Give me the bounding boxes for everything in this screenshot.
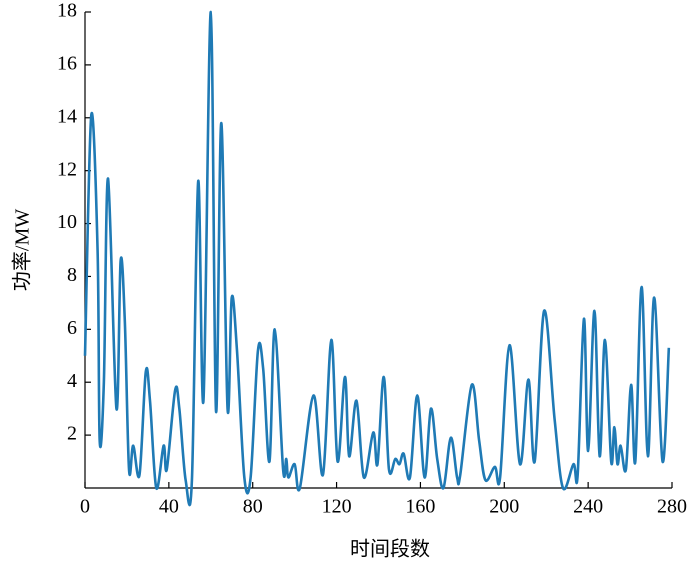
x-tick-label: 160 bbox=[405, 496, 435, 518]
y-tick-label: 14 bbox=[57, 105, 77, 127]
x-tick-label: 200 bbox=[489, 496, 519, 518]
y-tick-label: 16 bbox=[57, 52, 77, 74]
x-tick-label: 280 bbox=[657, 496, 687, 518]
y-tick-label: 6 bbox=[67, 317, 77, 339]
y-tick-label: 18 bbox=[57, 0, 77, 22]
x-tick-label: 120 bbox=[322, 496, 352, 518]
y-tick-label: 4 bbox=[67, 370, 77, 392]
y-tick-label: 10 bbox=[57, 211, 77, 233]
line bbox=[83, 10, 671, 507]
x-tick-label: 240 bbox=[573, 496, 603, 518]
y-tick-label: 8 bbox=[67, 264, 77, 286]
x-axis-label: 时间段数 bbox=[350, 538, 430, 561]
x-tick-label: 80 bbox=[243, 496, 263, 518]
y-axis-label: 功率/MW bbox=[11, 209, 34, 291]
x-tick-label: 40 bbox=[159, 496, 179, 518]
y-tick-label: 12 bbox=[57, 158, 77, 180]
x-tick-label: 0 bbox=[80, 496, 90, 518]
y-tick-label: 2 bbox=[67, 423, 77, 445]
